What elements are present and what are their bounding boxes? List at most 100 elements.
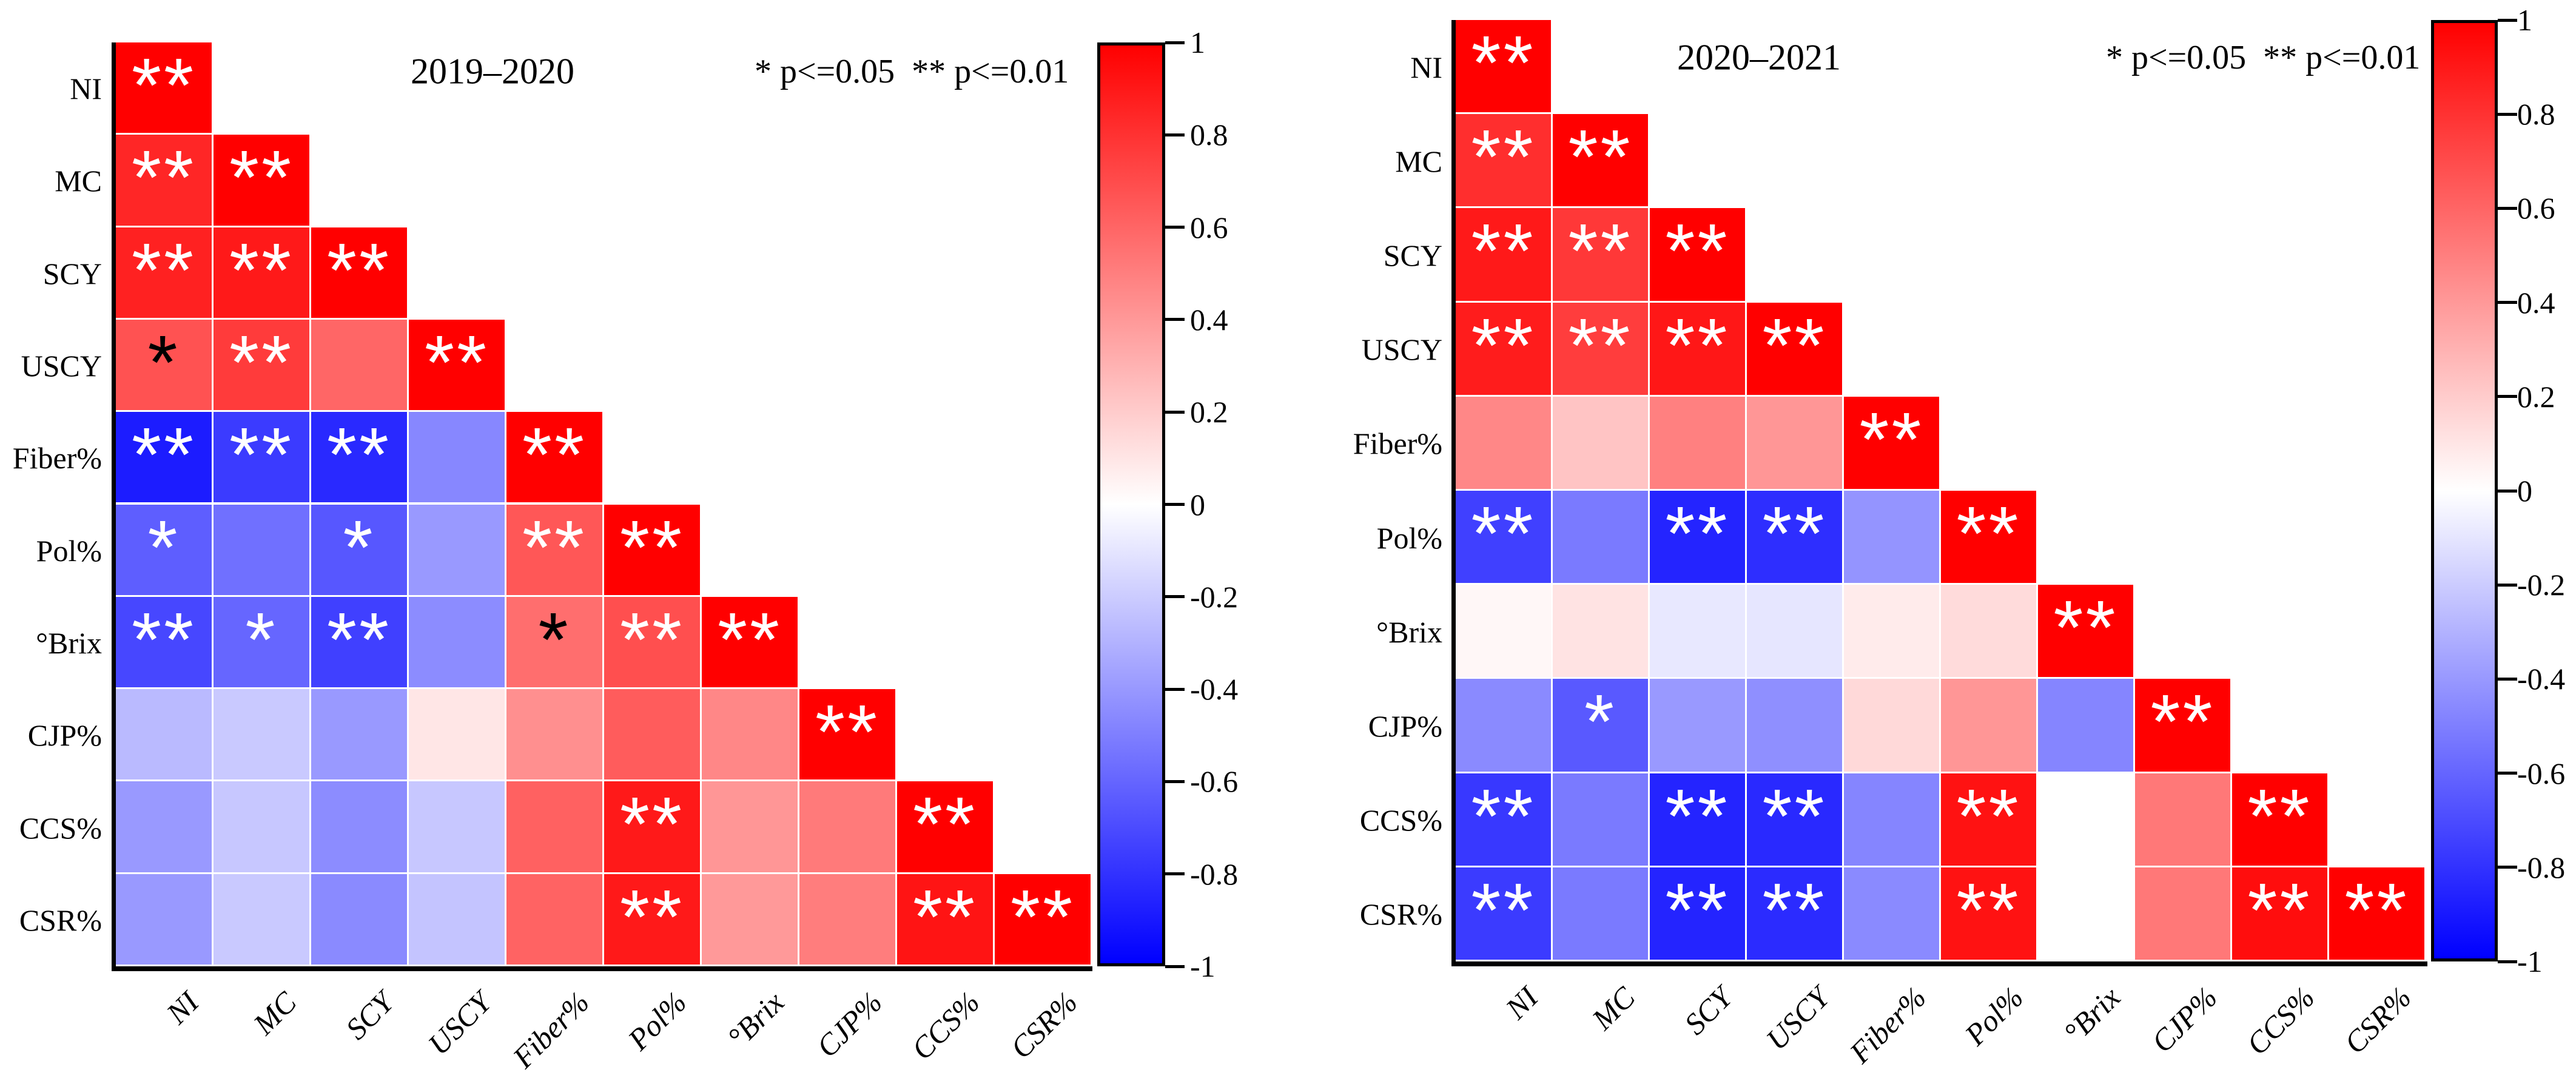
panel-title-2020-2021: 2020–2021 xyxy=(1677,37,1841,78)
significance-marker: ** xyxy=(424,319,489,405)
x-axis-label: SCY xyxy=(339,985,400,1046)
significance-marker: ** xyxy=(2150,679,2215,765)
heatmap-cell: ** xyxy=(604,874,700,964)
heatmap-cell xyxy=(116,874,212,964)
heatmap-cell: ** xyxy=(116,412,212,503)
significance-marker: * xyxy=(538,596,571,682)
heatmap-cell: ** xyxy=(1941,867,2036,960)
heatmap-cell xyxy=(1456,585,1551,678)
heatmap-cell: ** xyxy=(409,319,505,411)
heatmap-cell: ** xyxy=(1456,867,1551,960)
significance-marker: ** xyxy=(2247,773,2312,859)
heatmap-cell xyxy=(2038,679,2133,772)
heatmap-cell xyxy=(1553,491,1648,584)
heatmap-cell: * xyxy=(506,596,602,688)
y-axis-label: CJP% xyxy=(1368,709,1442,743)
colorbar-tick-label: -1 xyxy=(2517,944,2543,978)
heatmap-cell xyxy=(1456,396,1551,489)
heatmap-cell: ** xyxy=(1650,302,1745,395)
heatmap-cell xyxy=(116,781,212,872)
heatmap-cell xyxy=(214,874,309,964)
significance-marker: ** xyxy=(1762,302,1827,388)
heatmap-cell: ** xyxy=(116,135,212,226)
heatmap-cell xyxy=(2135,773,2230,866)
significance-marker: ** xyxy=(131,412,197,498)
significance-marker: ** xyxy=(1956,867,2021,953)
significance-marker: ** xyxy=(229,319,294,405)
heatmap-cell xyxy=(1747,679,1842,772)
colorbar-tick xyxy=(2498,583,2517,587)
x-axis-label: CCS% xyxy=(904,985,986,1066)
x-axis-label: CSR% xyxy=(2338,980,2418,1060)
heatmap-cell: ** xyxy=(1456,302,1551,395)
colorbar-tick-label: 1 xyxy=(2517,3,2532,37)
heatmap-cell: ** xyxy=(2038,585,2133,678)
y-axis-label: SCY xyxy=(42,256,102,291)
heatmap-cell: ** xyxy=(506,504,602,595)
heatmap-cell xyxy=(214,689,309,780)
heatmap-cell: ** xyxy=(116,42,212,133)
heatmap-cell: ** xyxy=(1553,208,1648,301)
heatmap-cell xyxy=(2038,867,2133,960)
significance-marker: ** xyxy=(1956,491,2021,576)
significance-marker: ** xyxy=(1665,773,1730,859)
colorbar xyxy=(2431,20,2498,961)
heatmap-cell: * xyxy=(214,596,309,688)
heatmap-cell xyxy=(116,689,212,780)
significance-marker: ** xyxy=(1665,491,1730,576)
significance-marker: ** xyxy=(1956,773,2021,859)
colorbar-tick-label: 0.6 xyxy=(1190,210,1228,244)
heatmap-cell: ** xyxy=(116,596,212,688)
y-axis-label: °Brix xyxy=(36,625,102,660)
y-axis-line xyxy=(1451,20,1456,961)
heatmap-cell xyxy=(409,412,505,503)
y-axis-label: USCY xyxy=(21,349,102,383)
heatmap-cell: ** xyxy=(1650,867,1745,960)
heatmap-cell xyxy=(1553,773,1648,866)
colorbar-tick-label: 0.6 xyxy=(2517,191,2555,226)
colorbar-tick xyxy=(1165,226,1185,229)
colorbar-tick-label: 0 xyxy=(1190,487,1205,522)
significance-legend-right: * p<=0.05 ** p<=0.01 xyxy=(2106,39,2421,76)
heatmap-cell: ** xyxy=(214,319,309,411)
x-axis-label: Fiber% xyxy=(1843,980,1933,1070)
colorbar-tick-label: -0.6 xyxy=(2517,756,2566,790)
significance-legend-left: * p<=0.05 ** p<=0.01 xyxy=(755,53,1069,90)
heatmap-cell xyxy=(409,781,505,872)
significance-marker: ** xyxy=(2344,867,2409,953)
x-axis-label: NI xyxy=(1499,980,1545,1026)
colorbar-tick-label: -0.4 xyxy=(2517,662,2566,696)
colorbar-tick xyxy=(1165,595,1185,599)
x-axis-line xyxy=(1451,961,2427,966)
heatmap-cell xyxy=(604,689,700,780)
heatmap-cell xyxy=(506,689,602,780)
colorbar-tick xyxy=(2498,866,2517,869)
heatmap-cell: ** xyxy=(1747,773,1842,866)
heatmap-cell xyxy=(409,596,505,688)
significance-marker: * xyxy=(343,504,375,590)
heatmap-cell: ** xyxy=(1650,208,1745,301)
y-axis-label: USCY xyxy=(1361,332,1442,367)
colorbar-tick xyxy=(2498,960,2517,963)
significance-marker: ** xyxy=(1471,20,1536,106)
heatmap-cell xyxy=(1941,679,2036,772)
heatmap-cell: ** xyxy=(1553,114,1648,207)
heatmap-cell: ** xyxy=(897,874,993,964)
colorbar-tick xyxy=(1165,318,1185,321)
significance-marker: ** xyxy=(717,596,782,682)
colorbar-tick xyxy=(1165,503,1185,506)
significance-marker: ** xyxy=(815,689,880,775)
colorbar-tick xyxy=(1165,872,1185,876)
heatmap-cell: ** xyxy=(2232,773,2327,866)
heatmap-cell: ** xyxy=(1747,491,1842,584)
heatmap-cell: ** xyxy=(1650,773,1745,866)
heatmap-cell: ** xyxy=(1456,114,1551,207)
x-axis-label: NI xyxy=(159,985,205,1031)
colorbar xyxy=(1097,42,1165,966)
heatmap-cell: * xyxy=(116,319,212,411)
x-axis-label: CCS% xyxy=(2239,980,2321,1062)
heatmap-cell xyxy=(1844,491,1939,584)
heatmap-cell: ** xyxy=(1941,491,2036,584)
significance-marker: ** xyxy=(1665,208,1730,294)
colorbar-tick xyxy=(1165,964,1185,968)
